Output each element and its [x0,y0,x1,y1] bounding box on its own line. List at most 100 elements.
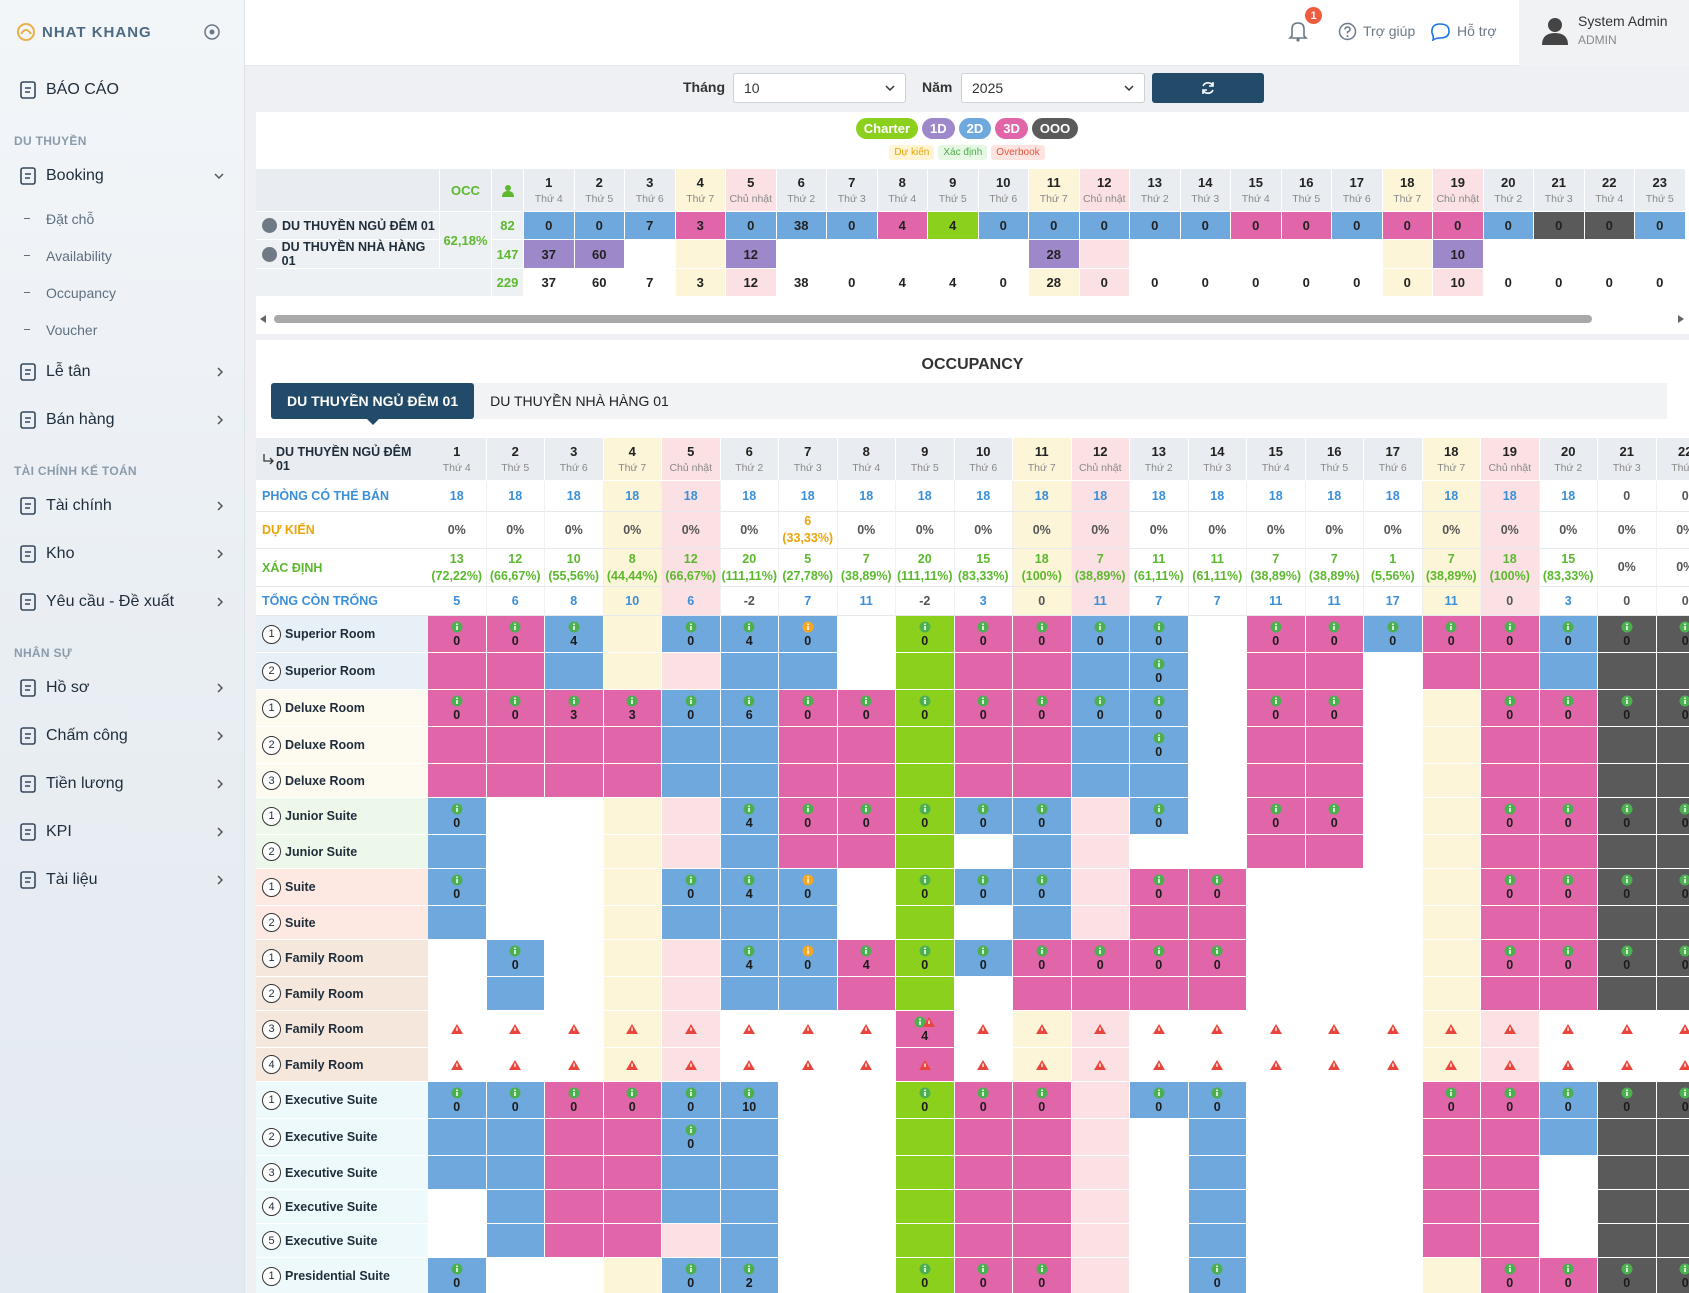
room-cell[interactable]: 0 [954,616,1013,653]
menu-item[interactable]: BÁO CÁO [0,66,245,114]
room-cell[interactable] [720,1119,779,1156]
room-cell[interactable] [779,835,838,869]
room-cell[interactable]: 4 [720,940,779,977]
room-cell[interactable] [1481,1119,1540,1156]
room-cell[interactable] [662,977,721,1011]
room-cell[interactable]: 0 [428,690,487,727]
room-cell[interactable]: 0 [1656,869,1689,906]
room-cell[interactable]: 0 [1013,690,1072,727]
room-cell[interactable]: 0 [662,1082,721,1119]
room-cell[interactable] [1364,1258,1423,1293]
room-cell[interactable] [486,835,545,869]
room-cell[interactable] [428,906,487,940]
room-cell[interactable]: 0 [1247,690,1306,727]
room-cell[interactable] [603,653,662,690]
room-cell[interactable]: 0 [1598,940,1657,977]
room-cell[interactable]: 0 [1130,653,1189,690]
boat-tab[interactable]: DU THUYỀN NHÀ HÀNG 01 [490,393,669,409]
room-cell[interactable] [1188,1011,1247,1048]
room-cell[interactable] [1422,1119,1481,1156]
room-cell[interactable] [1539,1011,1598,1048]
room-cell[interactable] [1188,1156,1247,1190]
room-cell[interactable]: 0 [1013,940,1072,977]
room-cell[interactable]: 4 [720,616,779,653]
room-cell[interactable] [1130,1011,1189,1048]
room-cell[interactable]: 0 [1539,940,1598,977]
room-cell[interactable] [1305,940,1364,977]
room-cell[interactable] [1364,1048,1423,1082]
room-cell[interactable] [545,940,604,977]
room-cell[interactable] [1656,835,1689,869]
room-cell[interactable] [954,764,1013,798]
room-cell[interactable] [837,869,896,906]
room-cell[interactable] [1598,764,1657,798]
room-cell[interactable] [486,798,545,835]
room-cell[interactable] [779,653,838,690]
room-cell[interactable] [1130,906,1189,940]
room-cell[interactable] [1364,835,1423,869]
room-cell[interactable] [1013,835,1072,869]
room-cell[interactable] [1188,690,1247,727]
room-cell[interactable]: 0 [896,869,955,906]
room-cell[interactable] [1013,1011,1072,1048]
room-cell[interactable] [1422,906,1481,940]
room-cell[interactable] [896,906,955,940]
room-cell[interactable] [1422,653,1481,690]
room-cell[interactable] [1305,906,1364,940]
room-cell[interactable]: 4 [837,940,896,977]
room-cell[interactable] [1539,727,1598,764]
room-cell[interactable] [1305,1048,1364,1082]
room-cell[interactable] [954,727,1013,764]
room-cell[interactable]: 0 [896,616,955,653]
room-cell[interactable] [545,1048,604,1082]
room-cell[interactable] [1656,1119,1689,1156]
room-cell[interactable] [1247,1156,1306,1190]
room-cell[interactable] [1422,1190,1481,1224]
room-cell[interactable] [1539,653,1598,690]
room-cell[interactable] [837,1082,896,1119]
room-cell[interactable] [428,940,487,977]
room-cell[interactable]: 0 [1188,869,1247,906]
room-cell[interactable] [545,835,604,869]
room-cell[interactable] [1481,1224,1540,1258]
room-cell[interactable] [1247,906,1306,940]
room-cell[interactable]: 0 [1013,1258,1072,1293]
room-cell[interactable] [1656,1011,1689,1048]
room-cell[interactable] [896,727,955,764]
room-cell[interactable]: 0 [1598,798,1657,835]
room-cell[interactable]: 0 [1481,1258,1540,1293]
room-cell[interactable] [1422,977,1481,1011]
room-cell[interactable]: 4 [720,869,779,906]
room-cell[interactable] [837,727,896,764]
room-cell[interactable]: 0 [896,1258,955,1293]
room-cell[interactable] [545,1156,604,1190]
menu-item[interactable]: Booking [0,152,245,200]
room-cell[interactable] [837,1048,896,1082]
room-cell[interactable] [837,1156,896,1190]
room-cell[interactable] [1071,977,1130,1011]
room-cell[interactable] [1422,869,1481,906]
room-cell[interactable] [662,1156,721,1190]
room-cell[interactable] [603,798,662,835]
room-cell[interactable]: 10 [720,1082,779,1119]
room-cell[interactable]: 0 [1013,616,1072,653]
room-cell[interactable]: 0 [1481,616,1540,653]
room-cell[interactable] [662,835,721,869]
room-cell[interactable] [1305,1119,1364,1156]
room-cell[interactable] [720,1190,779,1224]
room-cell[interactable] [1539,1156,1598,1190]
notifications[interactable] [1288,20,1308,42]
room-cell[interactable]: 0 [1364,616,1423,653]
sidebar-toggle[interactable] [203,23,221,41]
room-cell[interactable]: 0 [896,798,955,835]
room-cell[interactable] [779,1224,838,1258]
room-cell[interactable] [428,764,487,798]
room-cell[interactable] [954,1190,1013,1224]
room-cell[interactable]: 0 [779,616,838,653]
room-cell[interactable] [1656,1190,1689,1224]
room-cell[interactable] [486,764,545,798]
room-cell[interactable] [1247,653,1306,690]
room-cell[interactable] [486,869,545,906]
room-cell[interactable]: 0 [1539,1082,1598,1119]
room-cell[interactable] [896,1190,955,1224]
